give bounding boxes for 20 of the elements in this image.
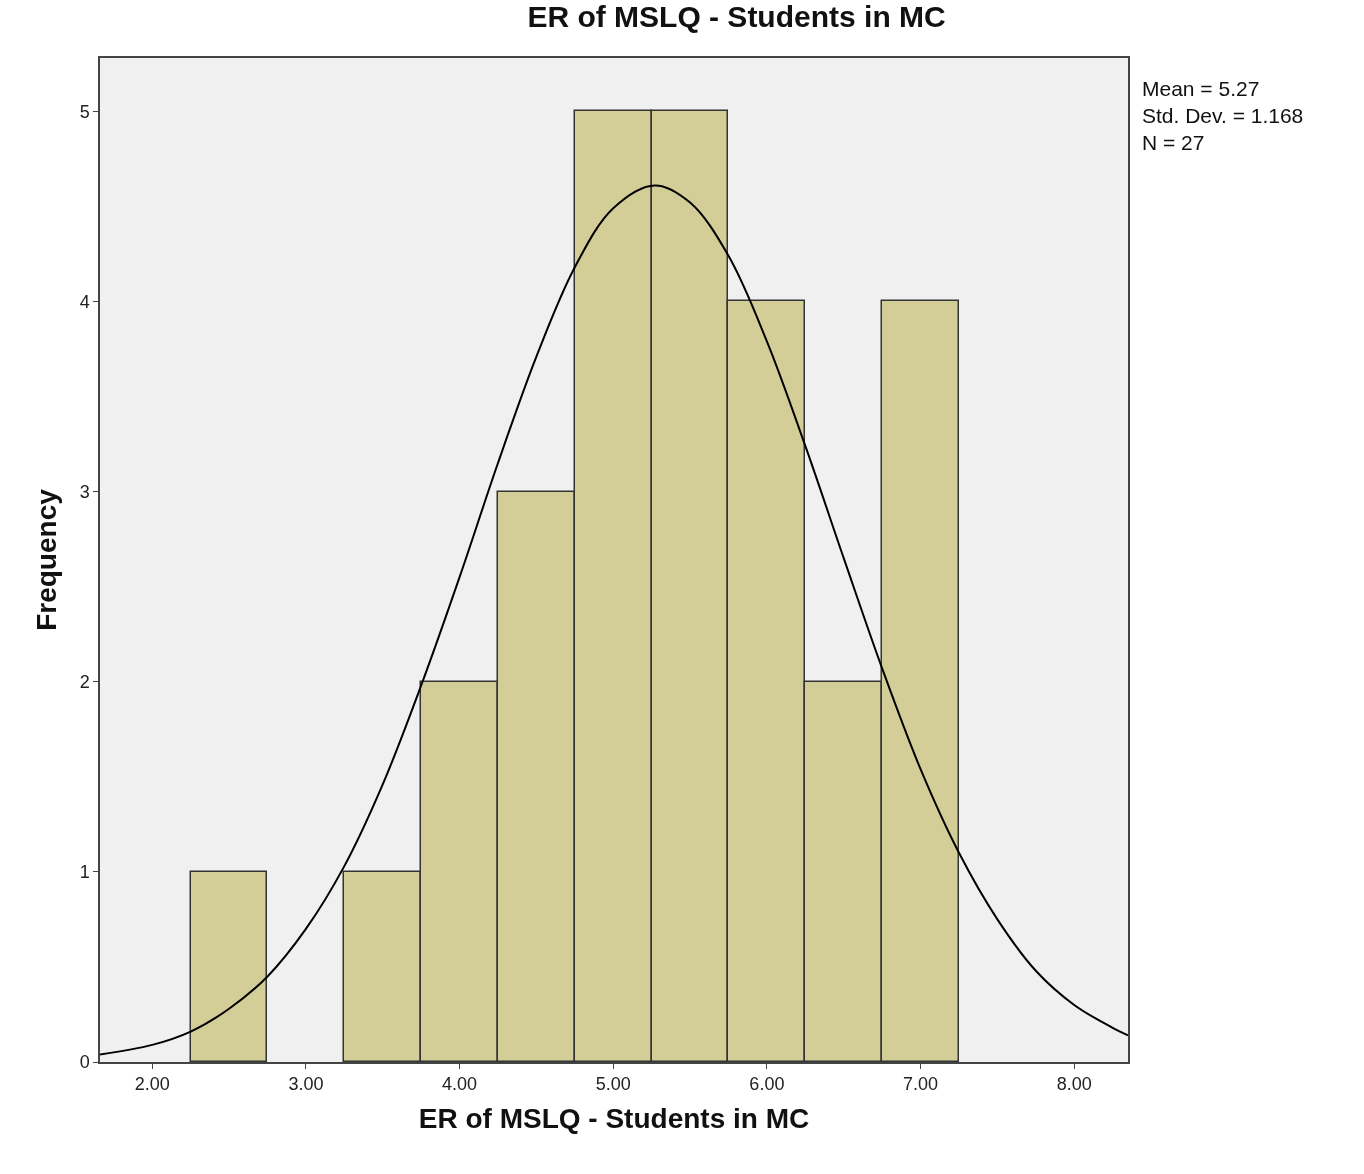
x-tick-label: 6.00 [749, 1074, 785, 1095]
y-axis-title: Frequency [30, 488, 62, 631]
x-axis-title: ER of MSLQ - Students in MC [418, 1102, 810, 1134]
y-tick-label: 3 [79, 481, 90, 502]
y-tick-label: 4 [79, 291, 90, 312]
y-tick-label: 2 [79, 672, 90, 692]
x-tick-label: 5.00 [595, 1074, 631, 1095]
line-series [100, 184, 1128, 1056]
x-tick-label: 3.00 [288, 1074, 324, 1095]
y-tick-label: 0 [79, 1052, 90, 1073]
y-tick-label: 5 [79, 101, 90, 122]
y-tick-label: 1 [79, 862, 90, 883]
text: Std. Dev. = 1.168 [1142, 104, 1304, 127]
x-tick-label: 2.00 [134, 1074, 170, 1095]
x-tick-label: 4.00 [442, 1074, 478, 1095]
x-tick-label: 8.00 [1056, 1074, 1092, 1095]
text: N = 27 [1142, 131, 1205, 154]
chart-title: ER of MSLQ - Students in MC [527, 0, 946, 33]
text: Mean = 5.27 [1142, 77, 1260, 100]
x-tick-label: 7.00 [903, 1074, 939, 1095]
